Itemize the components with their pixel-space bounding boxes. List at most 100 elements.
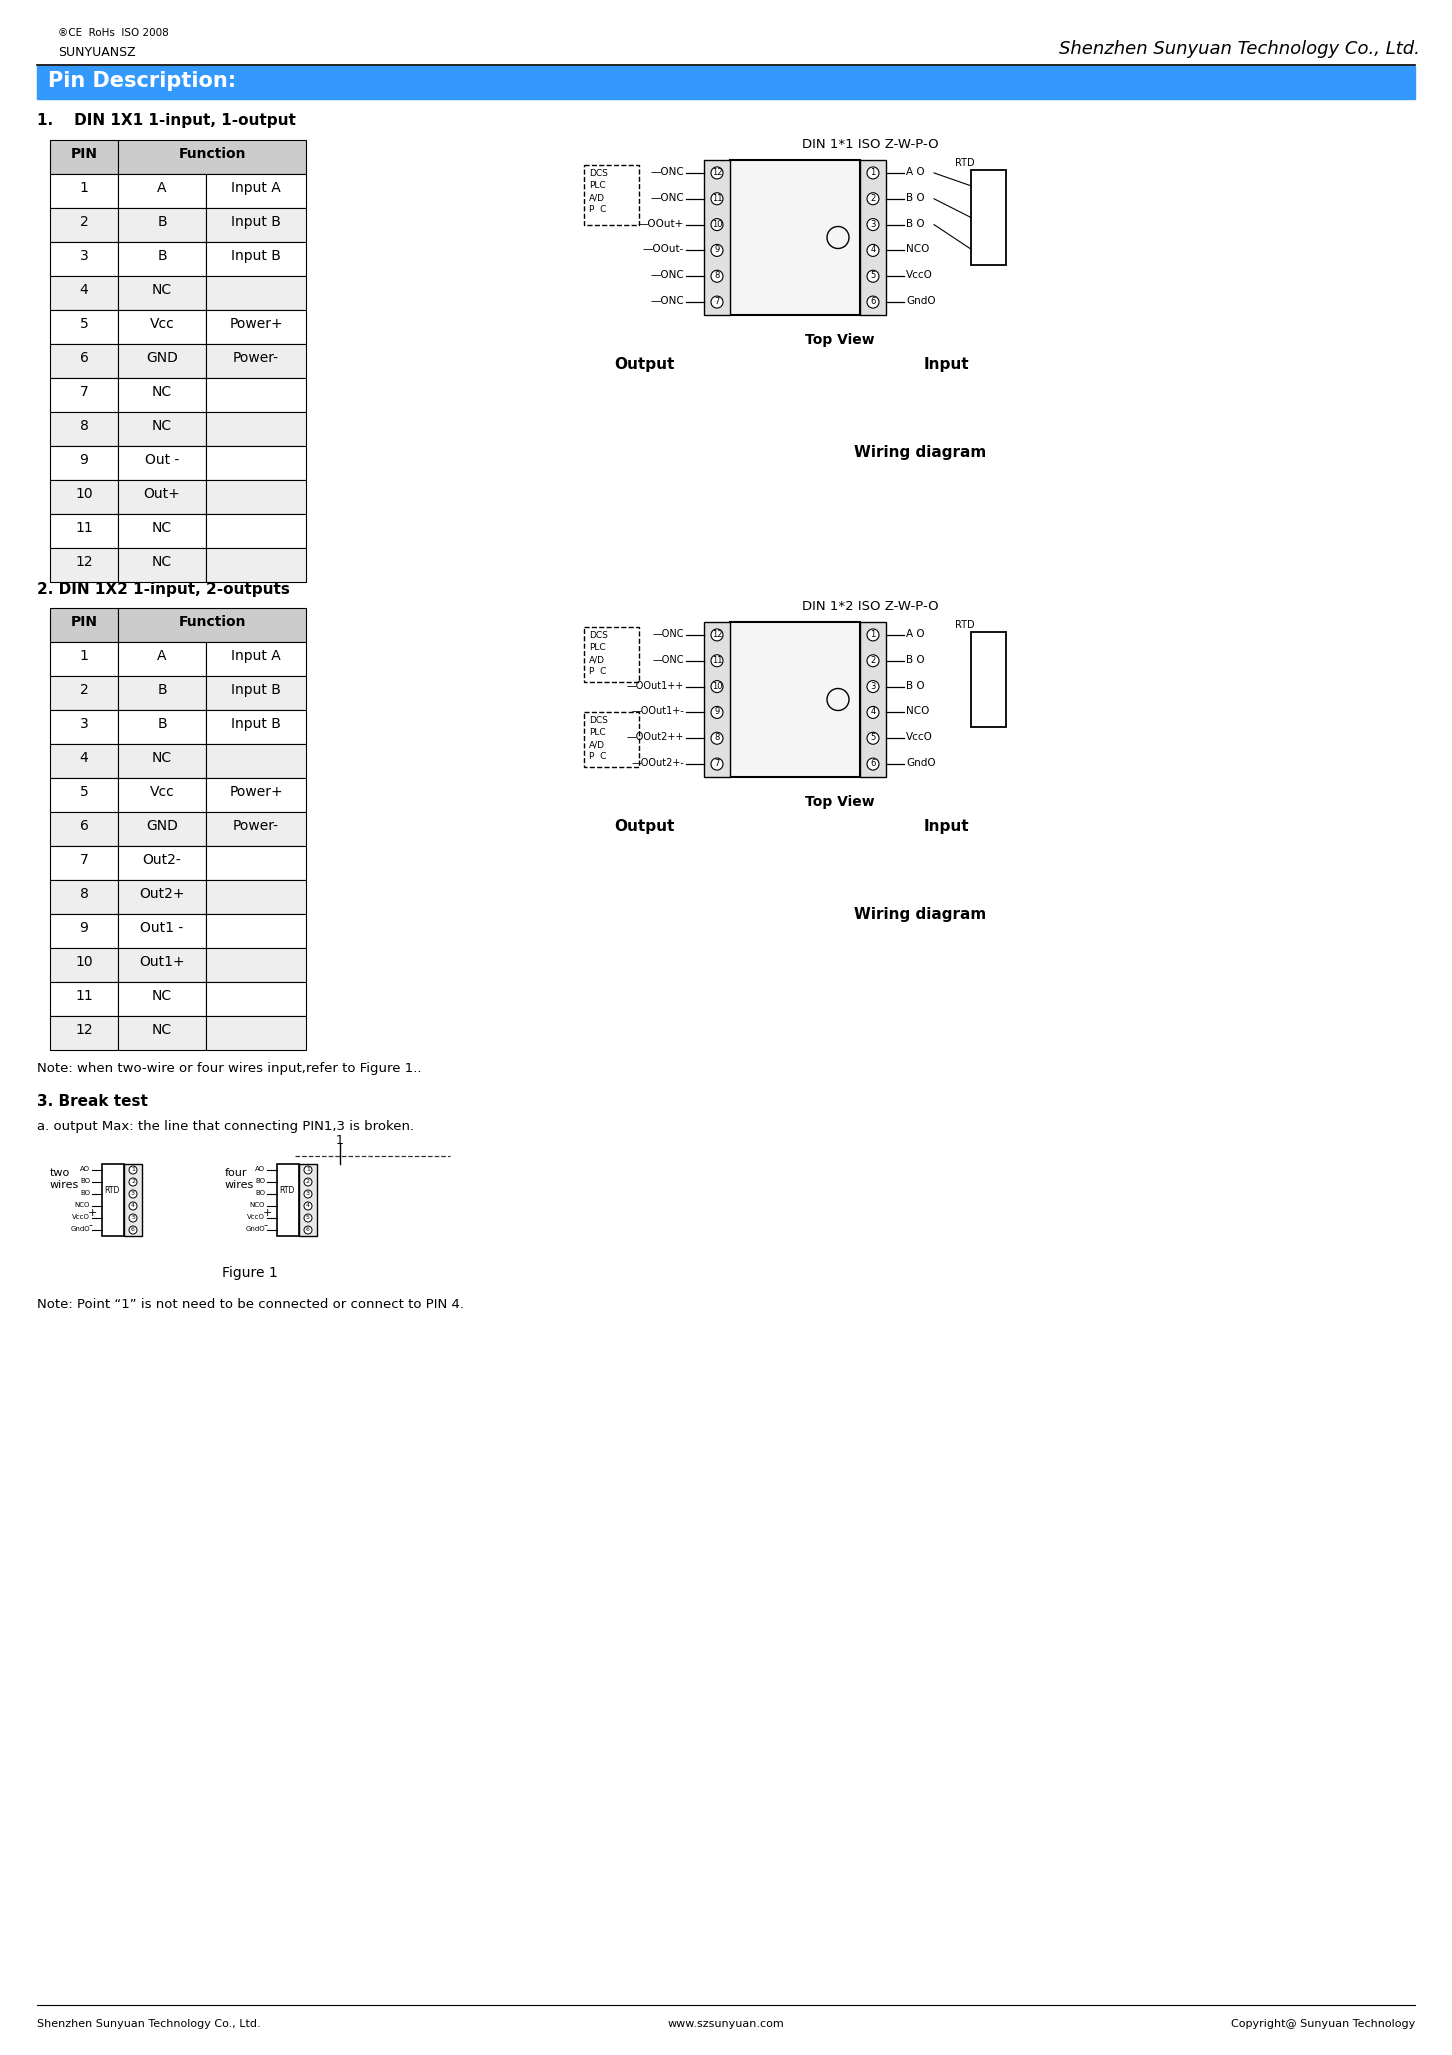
Text: Power+: Power+ (229, 316, 283, 331)
Circle shape (711, 707, 723, 719)
Text: P  C: P C (590, 206, 607, 214)
Text: Top View: Top View (806, 795, 874, 810)
Bar (49, 914, 118, 947)
Text: A/D: A/D (590, 740, 605, 748)
Text: 4: 4 (870, 245, 876, 255)
Text: Function: Function (179, 148, 245, 160)
Circle shape (867, 707, 878, 719)
Text: DIN 1*1 ISO Z-W-P-O: DIN 1*1 ISO Z-W-P-O (802, 138, 938, 150)
Bar (860, 160, 886, 314)
Text: DCS: DCS (590, 631, 608, 639)
Text: A/D: A/D (590, 193, 605, 201)
Text: 2. DIN 1X2 1-input, 2-outputs: 2. DIN 1X2 1-input, 2-outputs (36, 582, 290, 598)
Bar (206, 343, 306, 378)
Text: 7: 7 (714, 298, 720, 306)
Text: A: A (157, 181, 167, 195)
Text: B: B (157, 682, 167, 697)
Text: B O: B O (906, 680, 925, 690)
Circle shape (867, 271, 878, 282)
Bar (118, 310, 206, 343)
Bar (118, 779, 206, 812)
Text: 3: 3 (131, 1190, 135, 1196)
Text: RTD: RTD (105, 1186, 119, 1196)
Bar (206, 378, 306, 411)
Text: —ONC: —ONC (650, 193, 684, 203)
Text: 9: 9 (80, 921, 89, 935)
Text: Note: when two-wire or four wires input,refer to Figure 1..: Note: when two-wire or four wires input,… (36, 1062, 421, 1075)
Text: Function: Function (179, 614, 245, 629)
Bar (49, 175, 118, 208)
Text: —ONC: —ONC (650, 166, 684, 177)
Text: A O: A O (906, 166, 925, 177)
Bar (206, 709, 306, 744)
Bar (49, 709, 118, 744)
Text: 3: 3 (870, 220, 876, 228)
Bar (49, 310, 118, 343)
Text: BO: BO (256, 1190, 266, 1196)
Text: Input: Input (923, 358, 968, 372)
Bar (118, 208, 206, 242)
Circle shape (711, 166, 723, 179)
Bar (49, 242, 118, 275)
Text: Wiring diagram: Wiring diagram (854, 906, 986, 923)
Circle shape (867, 758, 878, 771)
Text: 5: 5 (131, 1215, 135, 1219)
Text: Output: Output (614, 358, 674, 372)
Bar (49, 275, 118, 310)
Text: 8: 8 (714, 734, 720, 742)
Bar (206, 208, 306, 242)
Bar (971, 171, 1006, 265)
Text: GndO: GndO (906, 296, 935, 306)
Bar (206, 847, 306, 880)
Text: 5: 5 (306, 1215, 309, 1219)
Text: P  C: P C (590, 668, 607, 676)
Text: AO: AO (80, 1165, 90, 1171)
Bar (206, 242, 306, 275)
Text: RTD: RTD (955, 158, 974, 169)
Circle shape (129, 1202, 136, 1210)
Circle shape (129, 1215, 136, 1223)
Bar (118, 242, 206, 275)
Text: —OOut1+-: —OOut1+- (632, 707, 684, 717)
Text: VccO: VccO (73, 1215, 90, 1221)
Bar (49, 549, 118, 582)
Text: Output: Output (614, 820, 674, 834)
Circle shape (711, 193, 723, 206)
Text: 6: 6 (870, 298, 876, 306)
Text: 7: 7 (80, 384, 89, 399)
Bar (49, 947, 118, 982)
Bar (118, 947, 206, 982)
Bar (206, 779, 306, 812)
Text: 1: 1 (131, 1167, 135, 1171)
Text: Power+: Power+ (229, 785, 283, 799)
Text: —ONC: —ONC (652, 629, 684, 639)
Text: 4: 4 (870, 707, 876, 717)
Text: NCO: NCO (74, 1202, 90, 1208)
Text: 1: 1 (80, 181, 89, 195)
Text: 11: 11 (711, 656, 722, 664)
Bar (584, 627, 639, 682)
Bar (206, 481, 306, 514)
Bar (49, 378, 118, 411)
Text: 6: 6 (80, 351, 89, 366)
Bar (49, 744, 118, 779)
Text: wires: wires (225, 1180, 254, 1190)
Text: GndO: GndO (70, 1227, 90, 1233)
Text: NC: NC (152, 284, 173, 298)
Text: +: + (89, 1208, 97, 1219)
Text: 2: 2 (870, 656, 876, 664)
Text: 6: 6 (306, 1227, 309, 1231)
Text: BO: BO (256, 1178, 266, 1184)
Bar (118, 847, 206, 880)
Bar (49, 982, 118, 1015)
Text: 12: 12 (711, 631, 722, 639)
Bar (49, 343, 118, 378)
Bar (49, 812, 118, 847)
Text: 5: 5 (870, 271, 876, 279)
Text: 10: 10 (711, 220, 722, 228)
Bar (118, 914, 206, 947)
Text: NC: NC (152, 384, 173, 399)
Text: —OOut2++: —OOut2++ (627, 732, 684, 742)
Text: www.szsunyuan.com: www.szsunyuan.com (668, 2018, 784, 2028)
Text: RTD: RTD (955, 621, 974, 631)
